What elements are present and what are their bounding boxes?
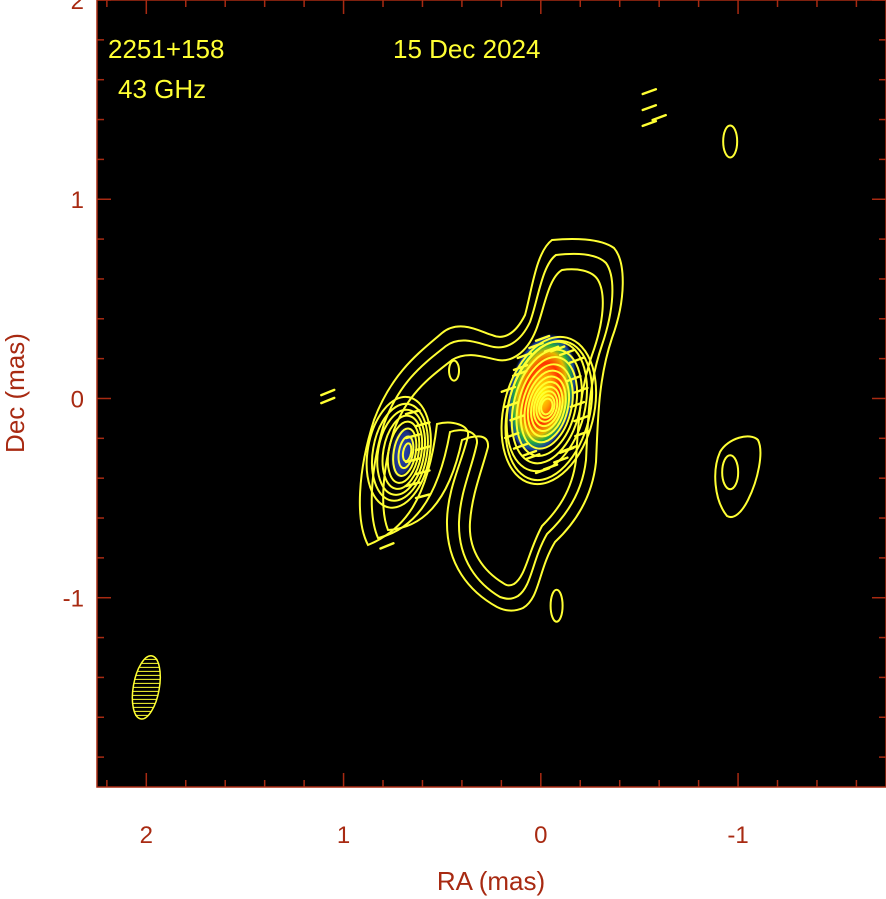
polarization-vector [404, 481, 421, 488]
contour-west [714, 435, 762, 518]
polarization-vector [641, 88, 658, 96]
x-tick-label: 0 [534, 822, 547, 849]
contour-core [530, 380, 564, 433]
polarization-vector [404, 433, 421, 440]
contour-west-inner [721, 454, 740, 491]
polarization-vector [521, 449, 538, 457]
contour-core [532, 385, 561, 428]
polarization-vector [524, 453, 541, 461]
polarization-vector [414, 469, 431, 476]
contour-knot [376, 408, 426, 496]
contour-lines [358, 124, 762, 623]
polarization-vector [509, 414, 525, 422]
x-tick-labels: 2 1 0 -1 [140, 822, 749, 849]
contour-knot [381, 414, 424, 490]
y-tick-label: 1 [71, 187, 84, 214]
polarization-vector [528, 341, 544, 350]
plot-background [97, 0, 886, 787]
polarization-vector [641, 119, 658, 128]
polarization-vector [414, 493, 431, 500]
polarization-vector [566, 374, 582, 383]
polarization-vector [569, 400, 586, 409]
polarization-vector [511, 369, 528, 378]
contour-knot [386, 420, 421, 484]
polarization-vector [379, 542, 395, 550]
contour-core [540, 397, 554, 416]
polarization-vectors [320, 88, 667, 550]
polarization-vector [558, 349, 575, 357]
polarization-vector [534, 334, 551, 342]
polarization-vector [404, 409, 421, 416]
contour-core [519, 363, 574, 450]
polarization-vector [404, 457, 421, 464]
polarization-vector [573, 386, 589, 394]
source-name-label: 2251+158 [108, 34, 224, 64]
polarization-vector [543, 345, 560, 353]
polarization-vector [500, 385, 517, 393]
polarization-vector [512, 363, 529, 372]
polarization-vector [516, 352, 533, 360]
beam-ellipse [131, 655, 162, 720]
contour-core [526, 375, 567, 438]
polarization-vector [573, 415, 589, 423]
y-tick-label: -1 [63, 586, 84, 613]
x-axis-label: RA (mas) [437, 866, 545, 896]
y-tick-label: 0 [71, 386, 84, 413]
contour-core [538, 394, 556, 419]
polarization-vector [503, 400, 520, 409]
x-tick-label: 1 [337, 822, 350, 849]
date-label: 15 Dec 2024 [393, 34, 540, 64]
polarization-vector [534, 467, 551, 475]
contour-core [510, 348, 583, 465]
contour-core [523, 369, 571, 444]
axis-ticks [97, 0, 886, 787]
polarization-vector [558, 446, 575, 454]
contour-knot [365, 395, 432, 509]
contour-outer [382, 268, 604, 587]
polarization-vector [574, 430, 590, 438]
contour-outer [370, 253, 614, 600]
polarization-vector [320, 388, 336, 397]
contour-core [535, 390, 559, 423]
y-tick-labels: 2 1 0 -1 [63, 0, 84, 613]
polarization-vector [512, 442, 529, 450]
plot-frame [96, 0, 886, 788]
contour-small [549, 588, 564, 623]
polarization-vector [320, 396, 336, 405]
y-axis-label: Dec (mas) [0, 333, 30, 453]
x-tick-label: -1 [727, 822, 748, 849]
beam-outline [131, 655, 162, 720]
contour-core-outer [500, 335, 598, 486]
polarization-vector [641, 103, 658, 112]
polarization-vector [568, 356, 585, 364]
polarization-vector [503, 431, 520, 440]
y-tick-label: 2 [71, 0, 84, 15]
polarization-vector [651, 113, 667, 122]
frequency-label: 43 GHz [118, 74, 206, 104]
contour-outer [358, 237, 624, 612]
contour-knot [371, 402, 429, 502]
contour-knot [392, 427, 418, 477]
contour-small [448, 359, 461, 382]
polarization-vector [553, 456, 569, 464]
x-tick-label: 2 [140, 822, 153, 849]
polarization-vector [414, 421, 431, 428]
polarization-vector [549, 345, 566, 353]
contour-core-outer [504, 339, 594, 482]
contour-small [722, 124, 739, 159]
polarization-vector [414, 445, 431, 452]
